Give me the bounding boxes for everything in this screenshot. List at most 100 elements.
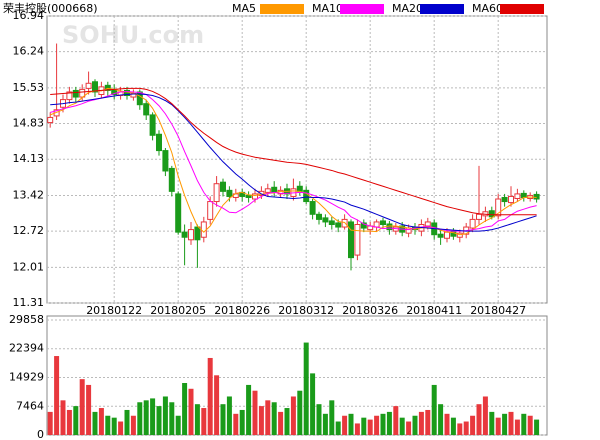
volume-bar [374,415,380,435]
candle-body [380,220,386,225]
volume-bar [278,411,284,435]
candle-body [245,194,252,198]
volume-bar [214,375,220,435]
y-tick-label: 0 [37,428,44,440]
legend-label: MA10 [312,2,343,15]
volume-bar [182,383,188,435]
ma-line [50,87,537,236]
x-tick-label: 20180122 [86,304,142,317]
y-tick-label: 11.31 [13,296,45,309]
volume-bar [258,406,264,435]
volume-bar [438,404,444,435]
candle-body [168,167,175,192]
volume-bar [482,396,488,435]
volume-bar [431,384,437,435]
candle-body [508,195,514,204]
candle-body [194,226,201,241]
y-tick-label: 14.83 [13,117,45,130]
volume-bar [297,390,303,435]
volume-bar [322,413,328,435]
volume-bar [47,411,53,435]
candle-body [85,82,92,89]
volume-bar [239,409,245,435]
volume-bar [60,400,66,435]
y-tick-label: 7464 [16,399,44,412]
volume-bar [290,396,296,435]
volume-bar [361,417,367,435]
volume-bar [111,417,117,435]
candle-body [303,189,310,203]
volume-bar [246,384,252,435]
candle-body [501,196,508,203]
chart-title: 荣丰控股(000668) [3,1,98,15]
candle-body [207,201,214,220]
volume-bar [271,402,277,435]
legend-label: MA20 [392,2,423,15]
candle-body [213,183,220,203]
candle-body [533,193,540,200]
volume-bar [406,421,412,435]
volume-bar [284,408,290,435]
volume-bar [457,423,463,435]
candle-body [175,193,182,233]
volume-bar [124,409,130,435]
volume-bar [450,417,456,435]
volume-bar [66,409,72,435]
volume-bar [98,408,104,435]
candle-body [495,198,502,217]
candle-body [149,114,156,136]
y-tick-label: 13.42 [13,188,45,201]
volume-bar [303,342,309,435]
volume-bar [310,373,316,435]
candle-body [264,188,271,193]
volume-bar [92,411,98,435]
candle-body [444,231,450,239]
candle-body [92,81,98,93]
x-tick-label: 20180326 [342,304,398,317]
candle-body [226,189,233,197]
y-tick-label: 14929 [9,371,44,384]
volume-bar [162,396,168,435]
volume-bar [386,411,392,435]
y-tick-label: 22394 [9,342,44,355]
ma-line [50,90,537,232]
candle-body [476,213,482,220]
volume-bar [156,406,162,435]
candle-body [437,233,444,238]
volume-bar [169,402,175,435]
candle-body [252,193,258,200]
x-tick-label: 20180312 [278,304,334,317]
volume-bar [444,413,450,435]
candle-body [335,222,342,228]
candle-body [514,193,521,199]
x-tick-label: 20180205 [150,304,206,317]
volume-bar [226,396,232,435]
volume-bar [502,413,508,435]
volume-bar [463,421,469,435]
x-tick-label: 20180427 [470,304,526,317]
volume-bar [348,413,354,435]
candle-body [322,217,329,223]
volume-bar [393,406,399,435]
volume-bar [79,379,85,435]
volume-bar [201,408,207,435]
volume-bar [252,390,258,435]
y-tick-label: 14.13 [13,152,45,165]
volume-bar [194,404,200,435]
candle-body [220,181,226,192]
candle-body [469,218,476,229]
candle-body [136,91,143,106]
volume-bar [329,400,335,435]
candle-body [296,185,303,192]
candle-body [104,84,111,91]
y-tick-label: 12.72 [13,224,45,237]
y-tick-label: 16.94 [13,9,45,22]
volume-bar [220,404,226,435]
volume-bar [508,411,514,435]
volume-bar [412,415,418,435]
volume-bar [476,404,482,435]
volume-bar [86,384,92,435]
candle-body [47,116,54,124]
